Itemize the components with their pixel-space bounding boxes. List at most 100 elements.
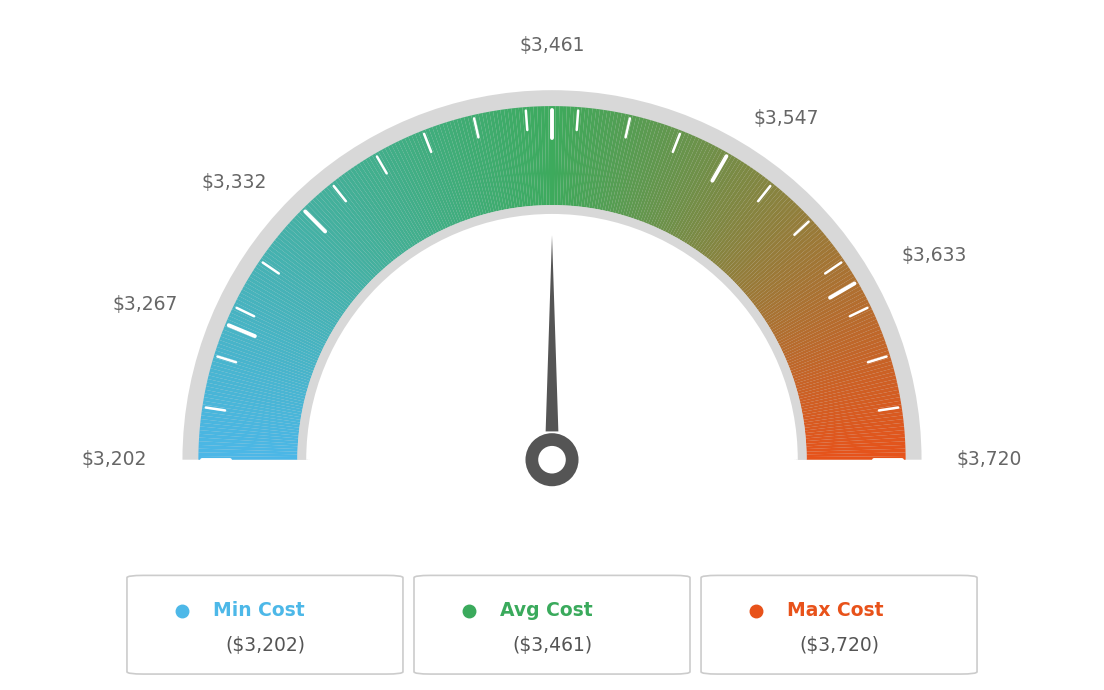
Wedge shape — [306, 214, 798, 460]
Wedge shape — [332, 180, 396, 260]
Wedge shape — [755, 246, 836, 308]
Polygon shape — [545, 235, 559, 431]
Text: $3,547: $3,547 — [754, 108, 819, 128]
Wedge shape — [522, 107, 533, 206]
Wedge shape — [782, 306, 872, 351]
Wedge shape — [772, 279, 858, 333]
Text: $3,202: $3,202 — [82, 450, 147, 469]
Wedge shape — [255, 264, 340, 321]
Text: Avg Cost: Avg Cost — [500, 601, 593, 620]
Wedge shape — [229, 313, 320, 356]
Wedge shape — [798, 368, 894, 396]
Wedge shape — [753, 243, 834, 306]
Wedge shape — [232, 306, 322, 351]
Wedge shape — [385, 146, 434, 235]
Wedge shape — [675, 150, 725, 238]
Wedge shape — [634, 125, 668, 219]
Wedge shape — [247, 277, 335, 330]
Wedge shape — [321, 190, 388, 267]
Wedge shape — [382, 148, 432, 237]
Wedge shape — [457, 118, 486, 215]
Wedge shape — [662, 141, 709, 232]
Wedge shape — [792, 340, 885, 376]
Wedge shape — [264, 252, 346, 312]
Wedge shape — [765, 267, 850, 324]
Wedge shape — [327, 185, 392, 264]
Wedge shape — [201, 412, 300, 428]
Wedge shape — [691, 163, 747, 248]
Wedge shape — [640, 128, 679, 222]
Wedge shape — [369, 155, 423, 242]
Wedge shape — [578, 108, 593, 207]
Wedge shape — [533, 106, 541, 206]
Wedge shape — [613, 117, 640, 213]
Wedge shape — [395, 141, 442, 232]
Wedge shape — [776, 293, 866, 342]
Wedge shape — [428, 127, 466, 221]
Wedge shape — [797, 364, 893, 394]
Wedge shape — [238, 293, 328, 342]
Wedge shape — [200, 430, 298, 441]
Wedge shape — [783, 309, 873, 354]
Wedge shape — [807, 453, 905, 457]
Wedge shape — [576, 108, 588, 206]
Wedge shape — [644, 130, 682, 223]
Wedge shape — [798, 372, 895, 399]
Wedge shape — [289, 220, 364, 289]
Wedge shape — [259, 258, 343, 317]
Wedge shape — [793, 344, 888, 379]
Wedge shape — [237, 296, 327, 344]
Wedge shape — [800, 382, 898, 407]
Wedge shape — [312, 197, 382, 273]
Wedge shape — [790, 337, 884, 373]
Wedge shape — [788, 326, 881, 366]
Wedge shape — [279, 231, 358, 297]
Wedge shape — [250, 273, 336, 328]
Wedge shape — [769, 277, 857, 330]
Wedge shape — [802, 390, 900, 412]
Wedge shape — [199, 441, 298, 449]
Wedge shape — [392, 143, 438, 233]
Wedge shape — [201, 415, 299, 431]
Wedge shape — [209, 372, 306, 399]
Wedge shape — [794, 347, 889, 381]
Wedge shape — [719, 192, 786, 268]
Wedge shape — [422, 130, 460, 223]
Wedge shape — [558, 106, 563, 205]
Wedge shape — [775, 289, 863, 339]
Wedge shape — [307, 202, 378, 276]
Wedge shape — [329, 183, 394, 262]
Wedge shape — [693, 165, 751, 249]
Wedge shape — [443, 122, 476, 217]
Wedge shape — [726, 202, 797, 276]
Wedge shape — [730, 207, 802, 279]
Wedge shape — [231, 309, 321, 354]
Wedge shape — [763, 261, 847, 319]
Wedge shape — [353, 165, 411, 249]
Wedge shape — [454, 119, 484, 215]
Wedge shape — [182, 90, 922, 460]
Text: $3,332: $3,332 — [201, 172, 266, 192]
Wedge shape — [626, 121, 658, 217]
Polygon shape — [164, 467, 940, 637]
Wedge shape — [658, 138, 702, 229]
Wedge shape — [375, 152, 427, 239]
Wedge shape — [302, 207, 374, 279]
Wedge shape — [223, 326, 316, 366]
Wedge shape — [323, 187, 390, 265]
Wedge shape — [549, 106, 552, 205]
Wedge shape — [656, 137, 699, 228]
Wedge shape — [204, 393, 301, 415]
Wedge shape — [750, 237, 829, 302]
Wedge shape — [687, 159, 742, 245]
Wedge shape — [486, 112, 507, 210]
Wedge shape — [415, 132, 456, 225]
Wedge shape — [586, 109, 604, 208]
Wedge shape — [660, 140, 705, 230]
Wedge shape — [716, 190, 783, 267]
Wedge shape — [220, 337, 314, 373]
Wedge shape — [344, 171, 404, 254]
Wedge shape — [683, 157, 739, 244]
Wedge shape — [357, 163, 413, 248]
Wedge shape — [554, 106, 560, 205]
